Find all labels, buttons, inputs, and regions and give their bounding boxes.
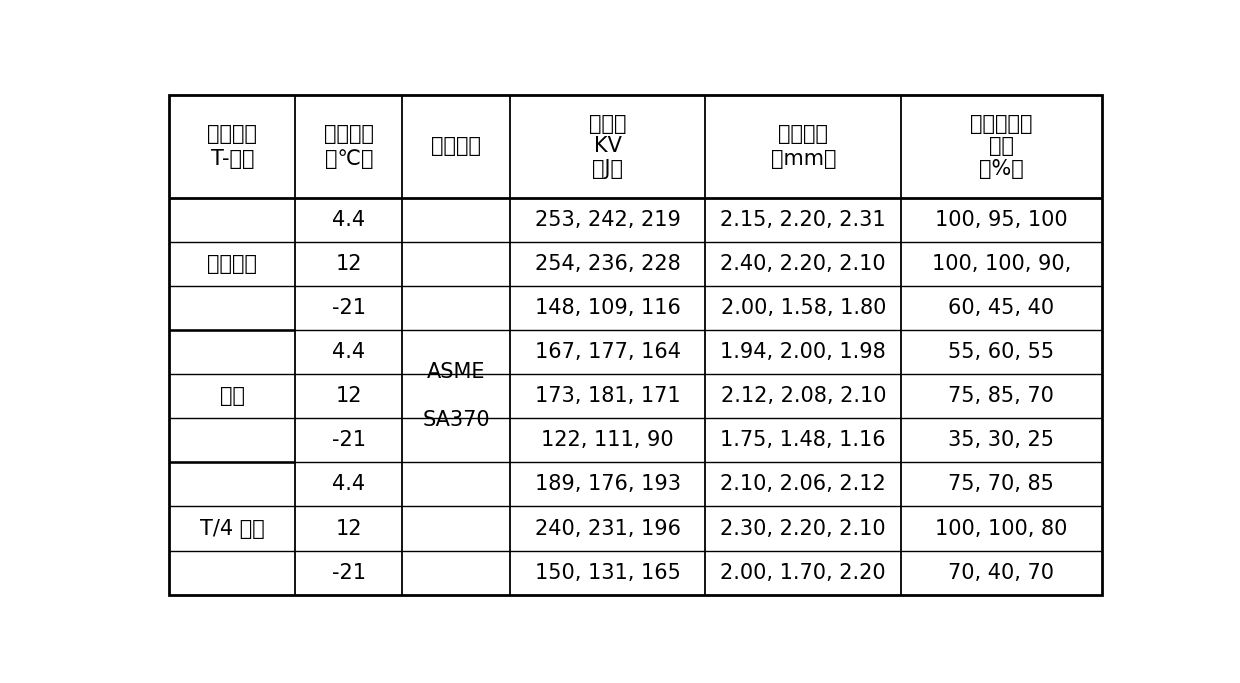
Text: （℃）: （℃） [325,149,373,169]
Text: -21: -21 [332,430,366,450]
Text: （mm）: （mm） [770,149,836,169]
Text: 167, 177, 164: 167, 177, 164 [534,342,681,362]
Text: 253, 242, 219: 253, 242, 219 [534,210,681,229]
Text: 189, 176, 193: 189, 176, 193 [534,475,681,494]
Text: 侧膨胀值: 侧膨胀值 [779,124,828,144]
Text: 100, 100, 90,: 100, 100, 90, [931,253,1071,274]
Text: 2.40, 2.20, 2.10: 2.40, 2.20, 2.10 [720,253,887,274]
Text: -21: -21 [332,563,366,583]
Text: 断口纤维百: 断口纤维百 [970,114,1033,134]
Text: 2.12, 2.08, 2.10: 2.12, 2.08, 2.10 [720,386,887,406]
Text: 2.15, 2.20, 2.31: 2.15, 2.20, 2.31 [720,210,887,229]
Text: SA370: SA370 [423,410,490,430]
Text: 70, 40, 70: 70, 40, 70 [949,563,1054,583]
Text: T-壁厚: T-壁厚 [211,149,254,169]
Text: 60, 45, 40: 60, 45, 40 [949,298,1054,318]
Text: 冲击功: 冲击功 [589,114,626,134]
Text: 100, 100, 80: 100, 100, 80 [935,518,1068,538]
Text: 2.10, 2.06, 2.12: 2.10, 2.06, 2.12 [720,475,887,494]
Text: 173, 181, 171: 173, 181, 171 [534,386,681,406]
Text: ASME: ASME [427,362,485,382]
Text: 心部: 心部 [219,386,244,406]
Text: 148, 109, 116: 148, 109, 116 [534,298,681,318]
Text: 75, 70, 85: 75, 70, 85 [949,475,1054,494]
Text: 2.00, 1.70, 2.20: 2.00, 1.70, 2.20 [720,563,887,583]
Text: 4.4: 4.4 [332,342,366,362]
Text: 55, 60, 55: 55, 60, 55 [949,342,1054,362]
Text: 75, 85, 70: 75, 85, 70 [949,386,1054,406]
Text: 2.00, 1.58, 1.80: 2.00, 1.58, 1.80 [720,298,885,318]
Text: KV: KV [594,137,621,156]
Text: 4.4: 4.4 [332,475,366,494]
Text: 试验温度: 试验温度 [324,124,373,144]
Text: 4.4: 4.4 [332,210,366,229]
Text: 150, 131, 165: 150, 131, 165 [534,563,681,583]
Text: 35, 30, 25: 35, 30, 25 [949,430,1054,450]
Text: 12: 12 [336,518,362,538]
Text: T/4 位置: T/4 位置 [200,518,264,538]
Text: （%）: （%） [980,159,1024,179]
Text: -21: -21 [332,298,366,318]
Text: 240, 231, 196: 240, 231, 196 [534,518,681,538]
Text: （J）: （J） [591,159,622,179]
Text: 12: 12 [336,386,362,406]
Text: 254, 236, 228: 254, 236, 228 [534,253,681,274]
Text: 试验位置: 试验位置 [207,124,258,144]
Text: 100, 95, 100: 100, 95, 100 [935,210,1068,229]
Text: 2.30, 2.20, 2.10: 2.30, 2.20, 2.10 [720,518,887,538]
Text: 执行标准: 执行标准 [432,137,481,156]
Text: 近外表面: 近外表面 [207,253,258,274]
Text: 分比: 分比 [988,137,1014,156]
Text: 1.94, 2.00, 1.98: 1.94, 2.00, 1.98 [720,342,887,362]
Text: 122, 111, 90: 122, 111, 90 [541,430,673,450]
Text: 12: 12 [336,253,362,274]
Text: 1.75, 1.48, 1.16: 1.75, 1.48, 1.16 [720,430,887,450]
